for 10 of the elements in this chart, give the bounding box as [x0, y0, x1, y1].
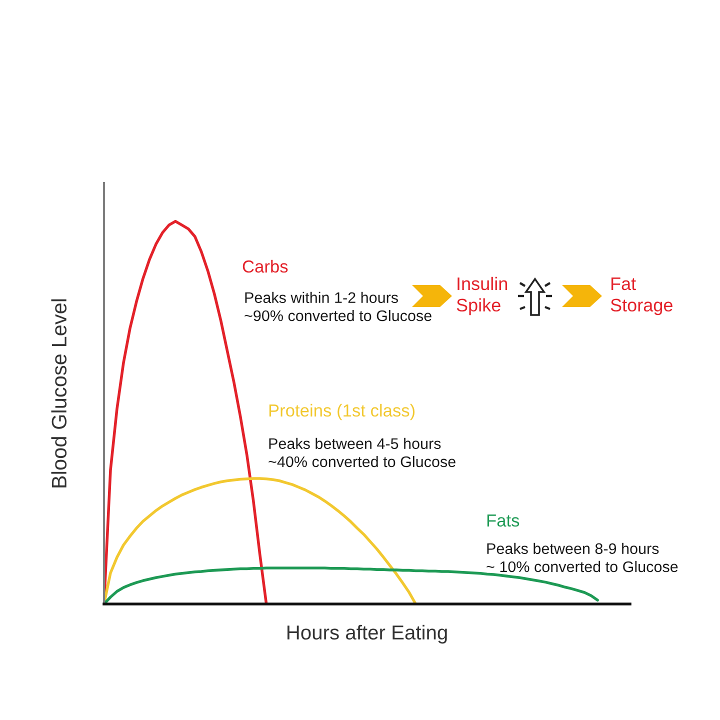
y-axis-title: Blood Glucose Level — [51, 299, 67, 488]
text: Proteins (1st class) — [269, 404, 415, 420]
annotation: Fat Storage — [610, 278, 672, 316]
text: Fats — [487, 514, 520, 527]
annotation: Peaks within 1-2 hours ~90% converted to Glucose — [244, 292, 432, 322]
annotation: Peaks between 4-5 hours ~40% converted to Glucose — [268, 438, 456, 468]
series-label: Carbs — [242, 260, 288, 273]
x-axis-title: Hours after Eating — [288, 624, 447, 644]
annotation: Insulin Spike — [456, 276, 508, 316]
annotation: Peaks between 8-9 hours ~ 10% converted to Glucose — [486, 542, 678, 572]
